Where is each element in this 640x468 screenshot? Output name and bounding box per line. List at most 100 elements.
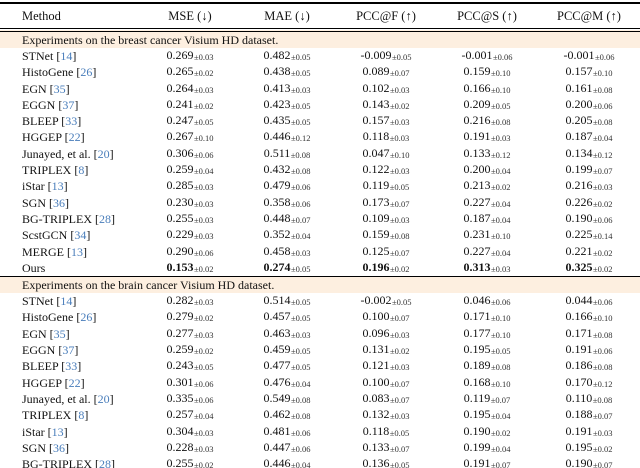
value-cell: 0.514±0.05 — [238, 293, 336, 309]
metric-value: 0.213 — [463, 178, 491, 193]
method-cell: iStar [13] — [22, 179, 68, 194]
std-dev: ±0.07 — [490, 394, 511, 405]
metric-value: 0.191 — [463, 129, 491, 144]
table-row: HistoGene [26] 0.265±0.02 0.438±0.05 0.089±… — [0, 64, 640, 80]
metric-value: 0.304 — [166, 423, 194, 438]
table-row: EGN [35] 0.277±0.03 0.463±0.03 0.096±0.03 0.… — [0, 326, 640, 342]
value-cell: 0.227±0.04 — [436, 244, 538, 260]
metric-value: 0.136 — [362, 456, 390, 468]
metric-value: 0.191 — [565, 423, 593, 438]
std-dev: ±0.05 — [290, 52, 311, 62]
metric-value: 0.187 — [565, 129, 593, 144]
metric-value: 0.199 — [565, 162, 593, 177]
metric-value: 0.482 — [263, 48, 291, 62]
column-header-pcc-s: PCC@S (↑) — [436, 3, 538, 32]
citation-link[interactable]: 34 — [74, 228, 87, 243]
citation-link[interactable]: 20 — [97, 146, 110, 161]
metric-value: 0.279 — [166, 309, 194, 324]
std-dev: ±0.02 — [193, 313, 214, 324]
section-title: Experiments on the breast cancer Visium … — [0, 30, 640, 48]
citation-link[interactable]: 26 — [80, 65, 93, 80]
std-dev: ±0.05 — [290, 117, 311, 128]
citation-link[interactable]: 36 — [53, 440, 66, 455]
citation-link[interactable]: 22 — [68, 375, 81, 390]
citation-link[interactable]: 26 — [80, 310, 93, 325]
column-header-method: Method — [0, 3, 142, 32]
citation-link[interactable]: 20 — [97, 391, 110, 406]
std-dev: ±0.04 — [290, 231, 311, 242]
citation-link[interactable]: 36 — [53, 195, 66, 210]
citation-link[interactable]: 35 — [53, 81, 66, 96]
std-dev: ±0.07 — [592, 166, 613, 177]
metric-value: 0.285 — [166, 178, 194, 193]
std-dev: ±0.03 — [193, 231, 214, 242]
citation-link[interactable]: 28 — [99, 211, 111, 226]
table-row: SGN [36] 0.230±0.03 0.358±0.06 0.173±0.07 0.… — [0, 195, 640, 211]
citation-link[interactable]: 13 — [51, 179, 64, 194]
method-cell: SGN [36] — [22, 195, 70, 210]
metric-value: 0.479 — [263, 178, 291, 193]
std-dev: ±0.03 — [490, 133, 511, 144]
metric-value: 0.221 — [565, 243, 593, 258]
citation-link[interactable]: 8 — [78, 163, 85, 178]
value-cell: 0.199±0.04 — [436, 440, 538, 456]
metric-value: 0.166 — [565, 309, 593, 324]
metric-value: 0.157 — [565, 64, 593, 79]
citation-link[interactable]: 14 — [60, 294, 73, 309]
value-cell: 0.171±0.08 — [538, 326, 640, 342]
value-cell: 0.301±0.06 — [142, 375, 238, 391]
std-dev: ±0.07 — [389, 313, 410, 324]
citation-link[interactable]: 35 — [53, 326, 66, 341]
citation-link[interactable]: 33 — [65, 114, 78, 129]
value-cell: -0.001±0.06 — [436, 48, 538, 64]
citation-link[interactable]: 13 — [71, 244, 83, 259]
citation-link[interactable]: 28 — [99, 457, 111, 468]
std-dev: ±0.08 — [592, 394, 613, 405]
metric-value: 0.089 — [362, 64, 390, 79]
std-dev: ±0.07 — [389, 247, 410, 258]
std-dev: ±0.05 — [490, 346, 511, 357]
citation-link[interactable]: 13 — [51, 424, 64, 439]
std-dev: ±0.03 — [193, 52, 214, 62]
value-cell: 0.264±0.03 — [142, 81, 238, 97]
std-dev: ±0.04 — [490, 443, 511, 454]
method-cell: BLEEP [33] — [22, 359, 82, 374]
std-dev: ±0.02 — [490, 427, 511, 438]
table-row: STNet [14] 0.282±0.03 0.514±0.05 -0.002±0.0… — [0, 293, 640, 309]
citation-link[interactable]: 37 — [62, 343, 75, 358]
citation-link[interactable]: 14 — [60, 49, 73, 63]
method-cell: HistoGene [26] — [22, 310, 97, 325]
value-cell: 0.277±0.03 — [142, 326, 238, 342]
value-cell: 0.119±0.07 — [436, 391, 538, 407]
std-dev: ±0.03 — [389, 84, 410, 95]
value-cell: 0.306±0.06 — [142, 146, 238, 162]
table-row: HistoGene [26] 0.279±0.02 0.457±0.05 0.100±… — [0, 309, 640, 325]
std-dev: ±0.05 — [290, 100, 311, 111]
metric-value: 0.096 — [362, 325, 390, 340]
value-cell: 0.482±0.05 — [238, 48, 336, 64]
metric-value: 0.196 — [362, 259, 390, 274]
metric-value: 0.189 — [463, 358, 491, 373]
method-cell: STNet [14] — [22, 49, 77, 63]
metric-value: -0.001 — [563, 48, 595, 62]
std-dev: ±0.03 — [193, 297, 214, 308]
citation-link[interactable]: 37 — [62, 97, 75, 112]
std-dev: ±0.06 — [193, 149, 214, 160]
std-dev: ±0.08 — [592, 117, 613, 128]
citation-link[interactable]: 8 — [78, 408, 85, 423]
std-dev: ±0.12 — [592, 378, 613, 389]
std-dev: ±0.03 — [389, 329, 410, 340]
std-dev: ±0.03 — [193, 214, 214, 225]
citation-link[interactable]: 22 — [68, 130, 81, 145]
std-dev: ±0.12 — [290, 133, 311, 144]
citation-link[interactable]: 33 — [65, 359, 78, 374]
value-cell: 0.462±0.08 — [238, 407, 336, 423]
metric-value: 0.102 — [362, 80, 390, 95]
value-cell: 0.229±0.03 — [142, 227, 238, 243]
metric-value: 0.226 — [565, 194, 593, 209]
value-cell: 0.166±0.10 — [436, 81, 538, 97]
value-cell: 0.511±0.08 — [238, 146, 336, 162]
value-cell: 0.446±0.04 — [238, 456, 336, 468]
metric-value: 0.200 — [463, 162, 491, 177]
metric-value: 0.229 — [166, 227, 194, 242]
